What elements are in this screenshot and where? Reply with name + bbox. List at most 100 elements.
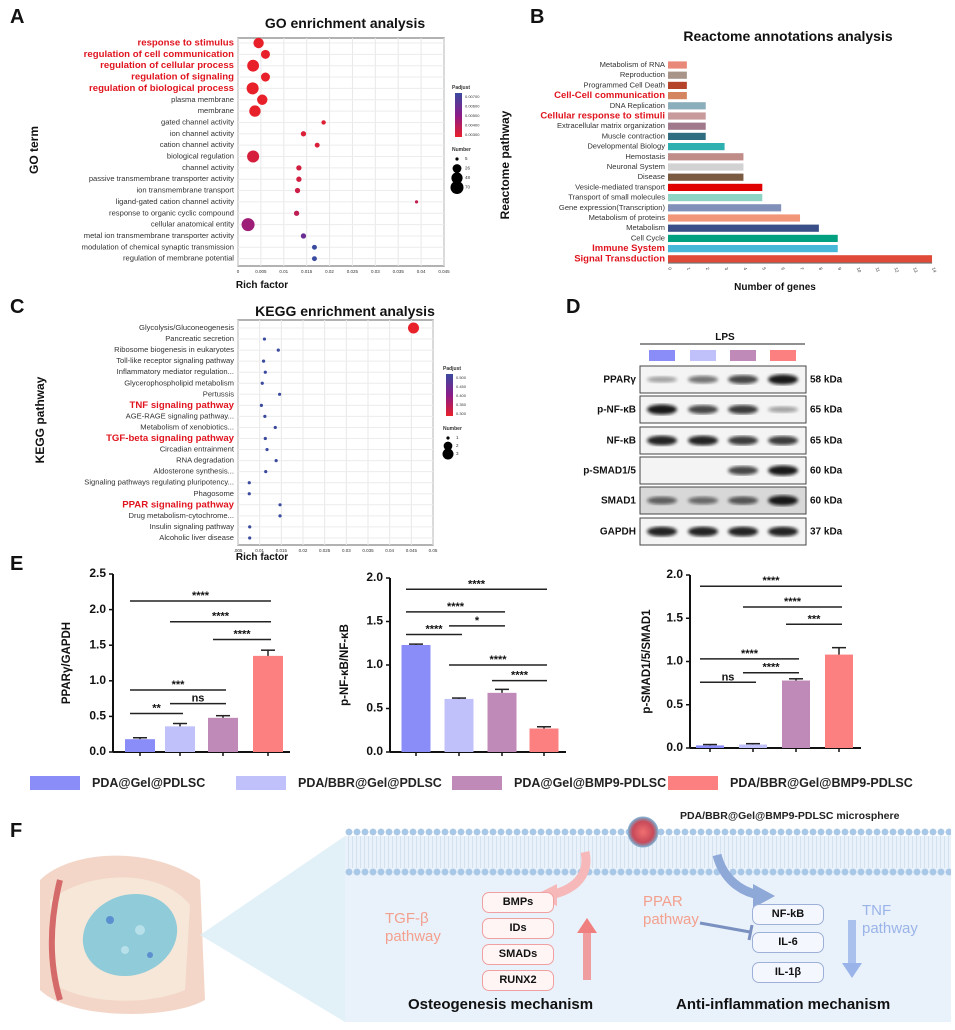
gingiva-edge-shape bbox=[48, 879, 63, 1001]
molecular-weight-label: 37 kDa bbox=[810, 527, 843, 538]
term-label: ion channel activity bbox=[170, 129, 234, 138]
pathway-label: Muscle contraction bbox=[602, 131, 665, 140]
significance-label: ns bbox=[192, 693, 205, 705]
x-tick-label: 0.02 bbox=[325, 269, 334, 274]
data-point bbox=[253, 37, 264, 49]
color-scale-tick: 0.450 bbox=[456, 384, 467, 389]
x-axis-label: Number of genes bbox=[734, 282, 816, 293]
y-tick-label: 1.0 bbox=[89, 673, 106, 687]
y-tick-label: 1.5 bbox=[666, 610, 683, 624]
term-label: Signaling pathways regulating pluripoten… bbox=[84, 478, 234, 487]
data-point bbox=[247, 492, 251, 496]
bar bbox=[668, 71, 687, 79]
tnf-pathway-label: TNF pathway bbox=[862, 902, 918, 938]
y-tick-label: 2.0 bbox=[89, 602, 106, 616]
data-point bbox=[261, 359, 266, 363]
microsphere-dot bbox=[121, 946, 129, 954]
x-tick-label: 0.005 bbox=[255, 269, 267, 274]
bar bbox=[668, 132, 706, 140]
term-label: Aldosterone synthesis... bbox=[153, 467, 234, 476]
y-tick-label: 0.0 bbox=[666, 740, 683, 754]
x-tick-label: 0.015 bbox=[276, 548, 288, 553]
data-point bbox=[249, 105, 261, 117]
x-tick-label: 14 bbox=[931, 267, 938, 274]
term-label: Pertussis bbox=[203, 389, 234, 398]
term-label: modulation of chemical synaptic transmis… bbox=[82, 242, 234, 251]
protein-band bbox=[728, 496, 758, 505]
bar bbox=[825, 654, 853, 748]
size-legend-dot bbox=[450, 181, 464, 194]
legend-label: PDA/BBR@Gel@BMP9-PDLSC bbox=[730, 776, 913, 790]
bar bbox=[208, 717, 238, 752]
chart-title: GO enrichment analysis bbox=[265, 15, 425, 31]
downregulation-arrow bbox=[848, 920, 856, 965]
x-tick-label: 0.03 bbox=[371, 269, 380, 274]
y-axis-label: p-NF-κB/NF-κB bbox=[339, 624, 351, 706]
bar bbox=[668, 122, 706, 130]
legend-swatch bbox=[452, 776, 502, 790]
pathway-label: Transport of small molecules bbox=[568, 193, 665, 202]
legend-color-title: Padjust bbox=[443, 366, 461, 372]
highlighted-term-label: TGF-beta signaling pathway bbox=[106, 433, 235, 444]
x-tick-label: 1 bbox=[686, 267, 692, 272]
color-scale-tick: 0.350 bbox=[456, 402, 467, 407]
data-point bbox=[408, 322, 419, 334]
legend-label: PDA/BBR@Gel@PDLSC bbox=[298, 776, 442, 790]
microsphere-dot bbox=[135, 925, 145, 935]
bar bbox=[668, 204, 782, 212]
x-tick-label: 12 bbox=[893, 267, 900, 274]
x-tick-label: 0.015 bbox=[301, 269, 313, 274]
bar bbox=[668, 143, 725, 151]
data-point bbox=[259, 403, 263, 407]
legend-swatch bbox=[30, 776, 80, 790]
term-label: Toll-like receptor signaling pathway bbox=[116, 356, 234, 365]
size-legend-label: 3 bbox=[456, 451, 459, 456]
osteo-box-runx2: RUNX2 bbox=[482, 970, 554, 991]
x-tick-label: 0.03 bbox=[342, 548, 351, 553]
x-tick-label: 3 bbox=[724, 267, 730, 272]
bar bbox=[668, 112, 706, 120]
upregulation-arrow bbox=[583, 930, 591, 980]
molecular-weight-label: 65 kDa bbox=[810, 436, 843, 447]
term-label: metal ion transmembrane transporter acti… bbox=[84, 231, 234, 240]
legend-size-title: Number bbox=[443, 426, 462, 432]
highlighted-term-label: PPAR signaling pathway bbox=[122, 499, 234, 510]
color-scale-tick: 0.00400 bbox=[465, 123, 480, 128]
significance-label: **** bbox=[233, 629, 251, 641]
legend-label: PDA@Gel@BMP9-PDLSC bbox=[514, 776, 667, 790]
plot-area bbox=[237, 319, 434, 546]
bar bbox=[782, 680, 810, 748]
protein-band bbox=[768, 435, 798, 446]
inflam-box-il6: IL-6 bbox=[752, 932, 824, 953]
pathway-label: Programmed Cell Death bbox=[584, 80, 665, 89]
x-tick-label: 0 bbox=[237, 269, 240, 274]
size-legend-dot bbox=[455, 157, 459, 161]
bar bbox=[668, 173, 744, 181]
pathway-label: Metabolism of proteins bbox=[589, 213, 666, 222]
data-point bbox=[247, 481, 251, 485]
western-blot: LPS PPARγ 58 kDa p-NF-κB 65 kDa NF-κB 65 kDa p-… bbox=[583, 332, 843, 546]
protein-band bbox=[647, 376, 677, 383]
protein-band bbox=[647, 496, 677, 505]
data-point bbox=[263, 414, 267, 418]
term-label: response to organic cyclic compound bbox=[109, 208, 234, 217]
protein-band bbox=[647, 404, 677, 415]
y-tick-label: 1.5 bbox=[366, 614, 383, 628]
term-label: plasma membrane bbox=[171, 95, 234, 104]
data-point bbox=[296, 165, 302, 171]
highlighted-pathway-label: Immune System bbox=[592, 243, 665, 254]
term-label: AGE-RAGE signaling pathway... bbox=[126, 411, 234, 420]
pathway-label: Metabolism bbox=[626, 223, 665, 232]
data-point bbox=[278, 503, 282, 507]
data-point bbox=[311, 244, 317, 250]
protein-band bbox=[688, 526, 718, 537]
protein-label: p-NF-κB bbox=[597, 405, 636, 416]
x-tick-label: 6 bbox=[780, 267, 786, 272]
inhibition-line bbox=[699, 921, 751, 934]
term-label: ion transmembrane transport bbox=[137, 186, 235, 195]
panel-label-b: B bbox=[530, 6, 545, 28]
chart-title: Reactome annotations analysis bbox=[683, 28, 893, 44]
upregulation-arrow-head bbox=[577, 918, 597, 933]
data-point bbox=[248, 525, 252, 529]
